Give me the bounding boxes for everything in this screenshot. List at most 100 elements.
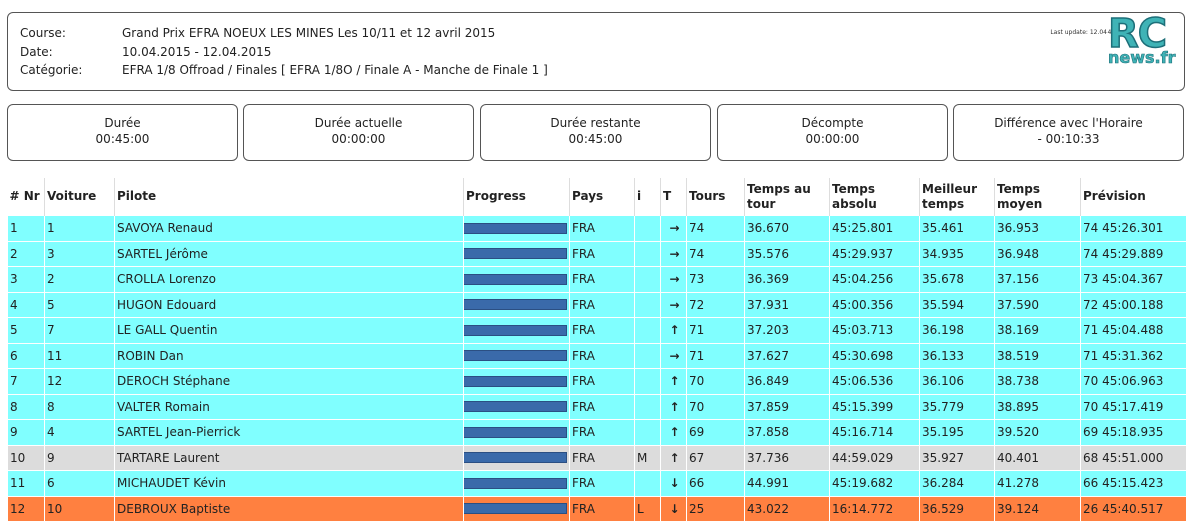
car-cell: 11 xyxy=(44,342,115,369)
progress-cell xyxy=(463,444,570,471)
table-row[interactable]: 4 5 HUGON Edouard FRA → 72 37.931 45:00.356 35.5… xyxy=(7,291,1186,318)
country-cell: FRA xyxy=(569,215,635,241)
table-row[interactable]: 5 7 LE GALL Quentin FRA ↑ 71 37.203 45:03.713 36… xyxy=(7,317,1186,343)
pilot-cell: SARTEL Jérôme xyxy=(114,240,464,267)
laps-cell: 71 xyxy=(686,317,745,343)
timer-title: Durée actuelle xyxy=(314,116,403,130)
car-cell: 3 xyxy=(44,240,115,267)
trend-cell: → xyxy=(660,266,687,292)
best-time-cell: 35.195 xyxy=(919,419,995,445)
rank-cell: 5 xyxy=(7,317,45,343)
forecast-cell: 73 45:04.367 xyxy=(1080,266,1186,292)
arrow-right-icon: → xyxy=(669,246,680,261)
car-cell: 10 xyxy=(44,495,115,521)
country-cell: FRA xyxy=(569,317,635,343)
country-cell: FRA xyxy=(569,470,635,496)
pilot-cell: DEROCH Stéphane xyxy=(114,368,464,394)
car-cell: 9 xyxy=(44,444,115,471)
table-row[interactable]: 7 12 DEROCH Stéphane FRA ↑ 70 36.849 45:06.536 3… xyxy=(7,368,1186,394)
avg-time-cell: 36.948 xyxy=(994,240,1081,267)
date-row: Date: 10.04.2015 - 12.04.2015 xyxy=(20,45,271,60)
trend-cell: → xyxy=(660,240,687,267)
country-cell: FRA xyxy=(569,291,635,318)
progress-bar xyxy=(464,273,567,285)
country-cell: FRA xyxy=(569,266,635,292)
table-row[interactable]: 2 3 SARTEL Jérôme FRA → 74 35.576 45:29.937 34.9… xyxy=(7,240,1186,267)
table-row[interactable]: 8 8 VALTER Romain FRA ↑ 70 37.859 45:15.399 35.7… xyxy=(7,393,1186,420)
progress-cell xyxy=(463,215,570,241)
column-header[interactable]: T xyxy=(660,178,687,216)
timer-value: - 00:10:33 xyxy=(1037,132,1100,146)
laps-cell: 25 xyxy=(686,495,745,521)
pilot-cell: LE GALL Quentin xyxy=(114,317,464,343)
course-value: Grand Prix EFRA NOEUX LES MINES Les 10/1… xyxy=(122,26,496,40)
table-row[interactable]: 9 4 SARTEL Jean-Pierrick FRA ↑ 69 37.858 45:16.… xyxy=(7,419,1186,445)
column-header[interactable]: Meilleur temps xyxy=(919,178,995,216)
column-header[interactable]: Progress xyxy=(463,178,570,216)
lap-time-cell: 37.858 xyxy=(744,419,830,445)
column-header[interactable]: Voiture xyxy=(44,178,115,216)
column-header[interactable]: Tours xyxy=(686,178,745,216)
pilot-cell: VALTER Romain xyxy=(114,393,464,420)
pilot-cell: MICHAUDET Kévin xyxy=(114,470,464,496)
lap-time-cell: 36.849 xyxy=(744,368,830,394)
forecast-cell: 72 45:00.188 xyxy=(1080,291,1186,318)
abs-time-cell: 45:19.682 xyxy=(829,470,920,496)
abs-time-cell: 16:14.772 xyxy=(829,495,920,521)
arrow-right-icon: → xyxy=(669,348,680,363)
trend-cell: ↑ xyxy=(660,419,687,445)
pilot-cell: DEBROUX Baptiste xyxy=(114,495,464,521)
rcnews-logo[interactable]: RC news.fr xyxy=(1107,11,1180,68)
avg-time-cell: 38.895 xyxy=(994,393,1081,420)
laps-cell: 66 xyxy=(686,470,745,496)
arrow-up-icon: ↑ xyxy=(669,399,680,414)
rank-cell: 8 xyxy=(7,393,45,420)
table-row[interactable]: 6 11 ROBIN Dan FRA → 71 37.627 45:30.698 36.133 3… xyxy=(7,342,1186,369)
info-cell xyxy=(634,291,661,318)
trend-cell: ↓ xyxy=(660,495,687,521)
column-header[interactable]: i xyxy=(634,178,661,216)
timer-box-1: Durée actuelle 00:00:00 xyxy=(243,104,474,161)
table-row[interactable]: 3 2 CROLLA Lorenzo FRA → 73 36.369 45:04.256 35.… xyxy=(7,266,1186,292)
avg-time-cell: 40.401 xyxy=(994,444,1081,471)
lap-time-cell: 36.369 xyxy=(744,266,830,292)
rank-cell: 2 xyxy=(7,240,45,267)
lap-time-cell: 37.859 xyxy=(744,393,830,420)
timer-box-2: Durée restante 00:45:00 xyxy=(480,104,711,161)
column-header[interactable]: Prévision xyxy=(1080,178,1186,216)
forecast-cell: 74 45:26.301 xyxy=(1080,215,1186,241)
timer-title: Décompte xyxy=(801,116,864,130)
arrow-down-icon: ↓ xyxy=(669,501,680,516)
progress-cell xyxy=(463,495,570,521)
abs-time-cell: 45:00.356 xyxy=(829,291,920,318)
progress-cell xyxy=(463,393,570,420)
progress-bar xyxy=(464,401,567,413)
laps-cell: 71 xyxy=(686,342,745,369)
pilot-cell: SARTEL Jean-Pierrick xyxy=(114,419,464,445)
column-header[interactable]: Pilote xyxy=(114,178,464,216)
column-header[interactable]: Temps moyen xyxy=(994,178,1081,216)
column-header[interactable]: Temps absolu xyxy=(829,178,920,216)
last-update: Last update: 12.04 xyxy=(1050,29,1107,36)
laps-cell: 74 xyxy=(686,240,745,267)
results-table: # Nr Voiture Pilote Progress Pays i T Tours Temp… xyxy=(7,178,1186,521)
avg-time-cell: 37.590 xyxy=(994,291,1081,318)
table-row[interactable]: 10 9 TARTARE Laurent FRA M ↑ 67 37.736 44:59.029… xyxy=(7,444,1186,471)
info-cell xyxy=(634,342,661,369)
country-cell: FRA xyxy=(569,240,635,267)
table-row[interactable]: 11 6 MICHAUDET Kévin FRA ↓ 66 44.991 45:19.682 3… xyxy=(7,470,1186,496)
column-header[interactable]: Temps au tour xyxy=(744,178,830,216)
trend-cell: ↑ xyxy=(660,368,687,394)
progress-cell xyxy=(463,291,570,318)
pilot-cell: TARTARE Laurent xyxy=(114,444,464,471)
trend-cell: ↑ xyxy=(660,317,687,343)
car-cell: 6 xyxy=(44,470,115,496)
rank-cell: 4 xyxy=(7,291,45,318)
timer-title: Différence avec l'Horaire xyxy=(994,116,1143,130)
table-row[interactable]: 12 10 DEBROUX Baptiste FRA L ↓ 25 43.022 16:14.7… xyxy=(7,495,1186,521)
column-header[interactable]: Pays xyxy=(569,178,635,216)
table-row[interactable]: 1 1 SAVOYA Renaud FRA → 74 36.670 45:25.801 35.4… xyxy=(7,215,1186,241)
trend-cell: ↓ xyxy=(660,470,687,496)
column-header[interactable]: # Nr xyxy=(9,189,40,203)
car-cell: 1 xyxy=(44,215,115,241)
